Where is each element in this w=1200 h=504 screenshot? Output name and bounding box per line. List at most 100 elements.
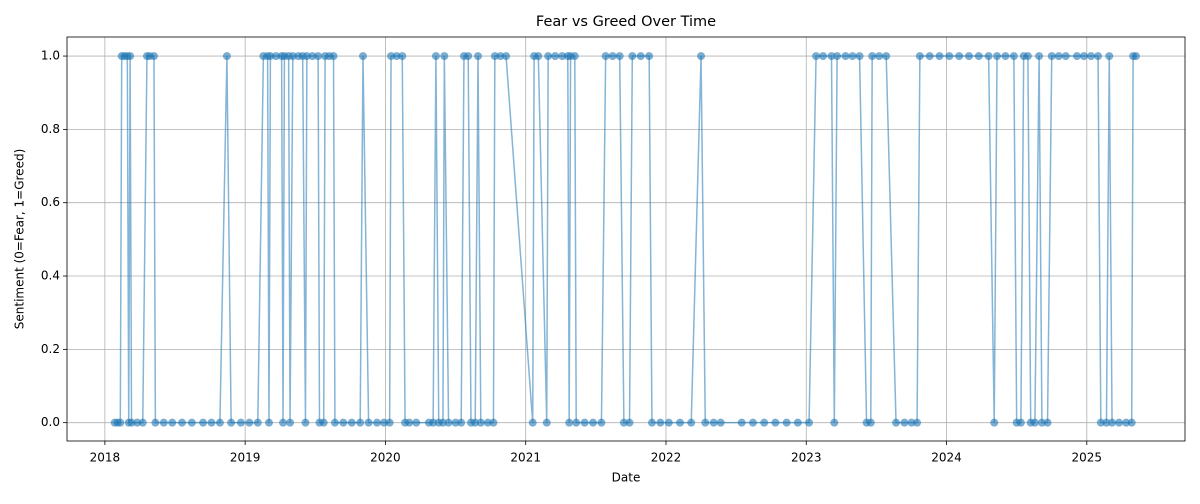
point [701, 418, 710, 427]
point [990, 418, 999, 427]
y-tick-label: 0.0 [41, 415, 60, 429]
point [760, 418, 769, 427]
point [364, 418, 373, 427]
point [645, 52, 654, 61]
x-tick-label: 2025 [1072, 451, 1103, 465]
point [528, 418, 537, 427]
point [925, 52, 934, 61]
point [1102, 418, 1111, 427]
point [286, 418, 295, 427]
point [855, 52, 864, 61]
point [356, 418, 365, 427]
y-tick-label: 0.4 [41, 269, 60, 283]
point [580, 418, 589, 427]
point [126, 52, 135, 61]
x-tick-label: 2023 [791, 451, 822, 465]
point [945, 52, 954, 61]
point [405, 418, 414, 427]
point [625, 418, 634, 427]
point [266, 52, 275, 61]
y-axis-label: Sentiment (0=Fear, 1=Greed) [13, 149, 27, 329]
point [308, 52, 317, 61]
point [687, 418, 696, 427]
point [444, 418, 453, 427]
point [964, 52, 973, 61]
point [913, 418, 922, 427]
point [476, 418, 485, 427]
point [227, 418, 236, 427]
point [1001, 52, 1010, 61]
point [572, 418, 581, 427]
point [138, 418, 147, 427]
point [748, 418, 757, 427]
point [1108, 418, 1117, 427]
point [812, 52, 821, 61]
point [222, 52, 231, 61]
grid [67, 37, 1185, 441]
point [429, 418, 438, 427]
chart-title: Fear vs Greed Over Time [536, 14, 716, 30]
point [207, 418, 216, 427]
point [133, 418, 142, 427]
point [502, 52, 511, 61]
point [827, 52, 836, 61]
point [955, 52, 964, 61]
point [1080, 52, 1089, 61]
point [570, 52, 579, 61]
point [676, 418, 685, 427]
y-tick-label: 0.6 [41, 195, 60, 209]
point [1122, 418, 1131, 427]
point [1030, 418, 1039, 427]
point [438, 418, 447, 427]
point [288, 52, 297, 61]
point [398, 52, 407, 61]
point [1096, 418, 1105, 427]
point [457, 418, 466, 427]
point [544, 52, 553, 61]
point [819, 52, 828, 61]
point [868, 52, 877, 61]
point [245, 418, 254, 427]
point [151, 418, 160, 427]
point [875, 52, 884, 61]
point [272, 52, 281, 61]
point [1115, 418, 1124, 427]
point [392, 52, 401, 61]
x-tick-label: 2020 [370, 451, 401, 465]
point [1094, 52, 1103, 61]
point [329, 52, 338, 61]
point [565, 418, 574, 427]
point [1131, 52, 1140, 61]
point [236, 418, 245, 427]
point [628, 52, 637, 61]
point [551, 52, 560, 61]
point [771, 418, 780, 427]
point [159, 418, 168, 427]
point [330, 418, 339, 427]
point [178, 418, 187, 427]
x-axis-label: Date [612, 471, 641, 485]
point [915, 52, 924, 61]
x-tick-label: 2019 [230, 451, 261, 465]
point [1009, 52, 1018, 61]
point [841, 52, 850, 61]
point [597, 418, 606, 427]
point [412, 418, 421, 427]
point [1035, 52, 1044, 61]
point [301, 418, 310, 427]
point [264, 418, 273, 427]
point [848, 52, 857, 61]
point [387, 52, 396, 61]
point [907, 418, 916, 427]
point [253, 418, 262, 427]
point [489, 418, 498, 427]
point [589, 418, 598, 427]
point [279, 418, 288, 427]
point [793, 418, 802, 427]
point [935, 52, 944, 61]
x-tick-label: 2024 [931, 451, 962, 465]
point [302, 52, 311, 61]
point [1037, 418, 1046, 427]
point [1054, 52, 1063, 61]
point [314, 52, 323, 61]
